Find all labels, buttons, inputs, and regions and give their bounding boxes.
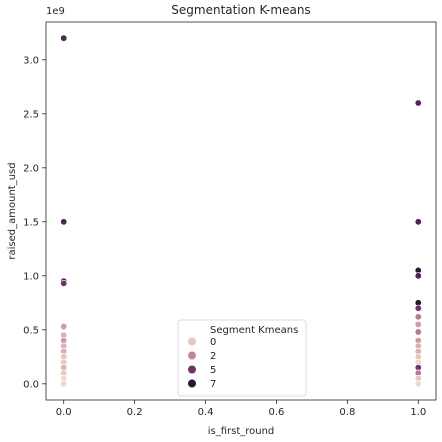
legend-marker xyxy=(188,337,196,346)
x-tick-label: 1.0 xyxy=(410,407,426,418)
legend: Segment Kmeans 0 2 5 7 xyxy=(177,319,307,397)
y-axis-label: raised_amount_usd xyxy=(7,162,18,259)
data-point xyxy=(414,272,422,280)
y-tick-label: 1.0 xyxy=(23,271,39,282)
y-tick-label: 0.0 xyxy=(23,379,39,390)
x-tick-label: 0.8 xyxy=(339,407,355,418)
legend-entry-label: 7 xyxy=(210,379,216,390)
x-tick-label: 0.0 xyxy=(56,407,72,418)
legend-marker xyxy=(188,365,196,374)
y-tick-label: 3.0 xyxy=(23,55,39,66)
y-axis-offset-label: 1e9 xyxy=(46,6,65,17)
y-axis-ticks: 0.0 0.5 1.0 1.5 2.0 2.5 3.0 xyxy=(23,55,46,390)
data-point xyxy=(414,313,422,321)
data-point xyxy=(60,279,68,287)
data-points xyxy=(60,34,422,388)
y-tick-label: 2.5 xyxy=(23,109,39,120)
legend-title: Segment Kmeans xyxy=(210,325,298,336)
data-point xyxy=(414,320,422,328)
legend-entry-label: 0 xyxy=(210,337,216,348)
x-tick-label: 0.6 xyxy=(269,407,285,418)
plot-area xyxy=(45,21,437,401)
legend-marker xyxy=(188,351,196,360)
legend-marker xyxy=(188,379,196,388)
y-tick-label: 0.5 xyxy=(23,325,39,336)
data-point xyxy=(60,323,68,331)
y-tick-label: 1.5 xyxy=(23,217,39,228)
x-tick-label: 0.2 xyxy=(127,407,143,418)
legend-entry-label: 5 xyxy=(210,365,216,376)
x-axis-ticks: 0.0 0.2 0.4 0.6 0.8 1.0 xyxy=(56,400,426,418)
data-point xyxy=(414,380,422,388)
legend-box xyxy=(177,319,307,397)
legend-entry-label: 2 xyxy=(210,351,216,362)
x-axis-label: is_first_round xyxy=(208,426,275,437)
x-tick-label: 0.4 xyxy=(198,407,214,418)
y-tick-label: 2.0 xyxy=(23,163,39,174)
data-point xyxy=(414,99,422,107)
chart-title: Segmentation K-means xyxy=(171,3,310,17)
data-point xyxy=(60,34,68,42)
data-point xyxy=(414,328,422,336)
data-point xyxy=(414,304,422,312)
data-point xyxy=(414,218,422,226)
data-point xyxy=(60,218,68,226)
data-point xyxy=(60,380,68,388)
